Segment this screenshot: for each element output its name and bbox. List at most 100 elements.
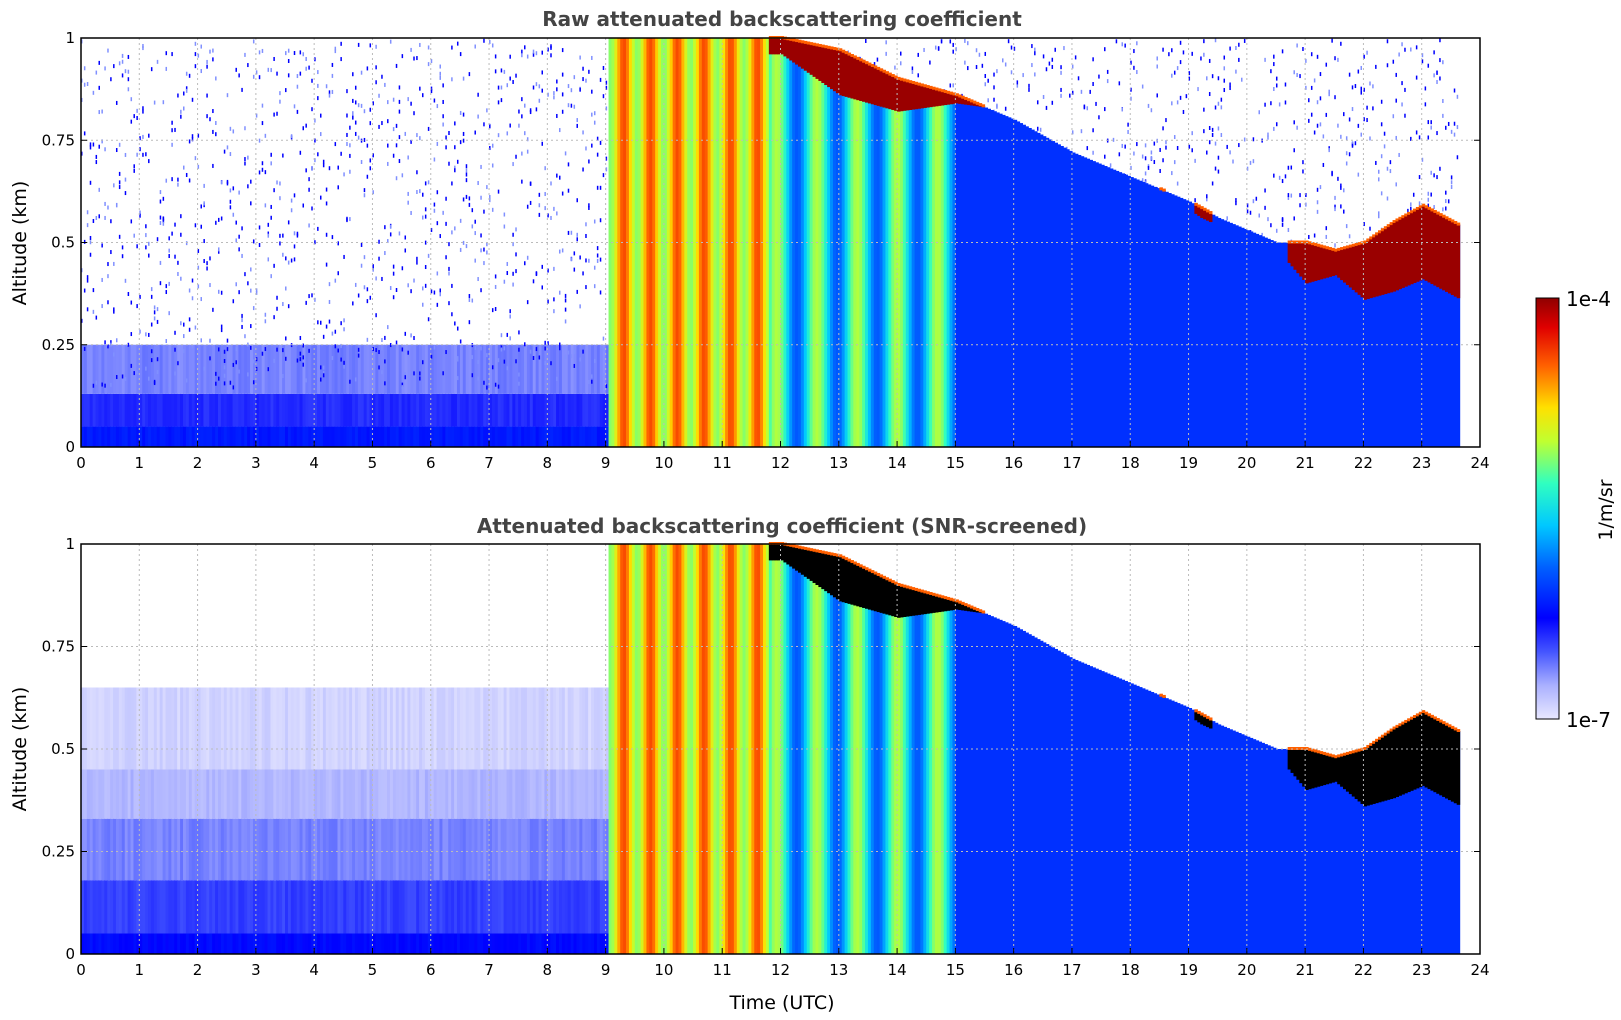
- noise-pixel: [427, 317, 430, 322]
- heatmap-cell: [567, 393, 572, 427]
- noise-pixel: [255, 113, 258, 118]
- noise-pixel: [591, 89, 593, 94]
- heatmap-column: [1165, 191, 1169, 447]
- low-signal-layers: [81, 687, 610, 954]
- noise-pixel: [325, 187, 328, 192]
- noise-pixel: [148, 253, 150, 258]
- noise-pixel: [899, 51, 902, 56]
- heatmap-column: [617, 38, 621, 447]
- heatmap-cell: [541, 344, 546, 394]
- heatmap-cell: [177, 687, 181, 770]
- heatmap-cell: [526, 687, 531, 770]
- heatmap-column: [1430, 210, 1434, 447]
- noise-pixel: [1325, 112, 1328, 117]
- noise-pixel: [596, 258, 599, 263]
- cloud-edge: [1200, 206, 1204, 210]
- noise-pixel: [483, 261, 485, 266]
- noise-pixel: [407, 200, 409, 205]
- noise-pixel: [576, 123, 578, 128]
- noise-pixel: [1351, 107, 1354, 112]
- heatmap-cell: [384, 344, 388, 394]
- heatmap-cell: [419, 818, 423, 881]
- heatmap-column: [1375, 234, 1379, 447]
- noise-pixel: [206, 114, 208, 119]
- heatmap-cell: [177, 880, 181, 934]
- heatmap-column: [1165, 698, 1169, 954]
- heatmap-column: [1436, 719, 1440, 954]
- noise-pixel: [1188, 76, 1191, 81]
- noise-pixel: [267, 233, 270, 238]
- heatmap-cell: [252, 426, 257, 447]
- heatmap-cell: [299, 344, 304, 394]
- noise-pixel: [1156, 138, 1158, 143]
- noise-pixel: [544, 192, 546, 197]
- noise-pixel: [89, 240, 92, 245]
- heatmap-cell: [156, 880, 161, 934]
- heatmap-cell: [104, 393, 108, 427]
- noise-pixel: [433, 98, 436, 103]
- heatmap-cell: [81, 393, 85, 427]
- cloud-edge: [1328, 753, 1332, 757]
- cloud-edge: [1410, 210, 1414, 214]
- heatmap-cell: [430, 933, 435, 954]
- heatmap-cell: [159, 880, 164, 934]
- noise-pixel: [1386, 39, 1389, 44]
- heatmap-cell: [588, 426, 592, 447]
- heatmap-cell: [302, 818, 307, 881]
- noise-pixel: [372, 153, 374, 158]
- heatmap-column: [678, 38, 683, 447]
- heatmap-column: [1130, 683, 1134, 954]
- cloud-cell: [812, 550, 817, 583]
- noise-pixel: [1273, 126, 1275, 131]
- noise-pixel: [86, 210, 89, 215]
- heatmap-cell: [241, 344, 245, 394]
- noise-pixel: [526, 300, 529, 305]
- heatmap-column: [1063, 147, 1067, 447]
- cloud-cell: [1194, 711, 1198, 721]
- heatmap-cell: [439, 880, 444, 934]
- heatmap-cell: [346, 769, 350, 819]
- noise-pixel: [1421, 59, 1424, 64]
- cloud-cell: [917, 84, 921, 109]
- heatmap-column: [751, 38, 755, 447]
- heatmap-cell: [354, 818, 359, 881]
- noise-pixel: [1168, 52, 1170, 57]
- noise-pixel: [427, 253, 430, 258]
- noise-pixel: [1203, 39, 1205, 44]
- noise-pixel: [462, 76, 465, 81]
- noise-pixel: [142, 134, 144, 139]
- heatmap-cell: [287, 426, 292, 447]
- noise-pixel: [550, 44, 552, 49]
- heatmap-cell: [188, 818, 193, 881]
- heatmap-cell: [276, 426, 280, 447]
- heatmap-cell: [127, 769, 132, 819]
- heatmap-cell: [252, 933, 257, 954]
- heatmap-cell: [145, 344, 149, 394]
- heatmap-cell: [232, 344, 237, 394]
- heatmap-column: [961, 97, 965, 448]
- noise-pixel: [241, 253, 243, 258]
- noise-pixel: [1028, 87, 1030, 92]
- cloud-cell: [1398, 218, 1402, 290]
- cloud-cell: [1305, 242, 1309, 284]
- noise-pixel: [337, 185, 339, 190]
- cloud-cell: [929, 87, 933, 108]
- noise-pixel: [319, 195, 322, 200]
- noise-pixel: [448, 161, 450, 166]
- noise-pixel: [1430, 125, 1432, 130]
- noise-pixel: [1165, 118, 1167, 123]
- heatmap-column: [1106, 167, 1111, 447]
- heatmap-cell: [573, 880, 578, 934]
- noise-pixel: [124, 177, 127, 182]
- noise-pixel: [127, 87, 130, 92]
- cloud-edge: [1433, 209, 1437, 213]
- heatmap-cell: [369, 393, 374, 427]
- noise-pixel: [331, 356, 334, 361]
- heatmap-cell: [308, 426, 312, 447]
- noise-pixel: [422, 286, 424, 291]
- heatmap-cell: [506, 426, 511, 447]
- heatmap-cell: [363, 880, 368, 934]
- heatmap-column: [1083, 157, 1088, 448]
- heatmap-column: [1071, 658, 1076, 954]
- heatmap-column: [1121, 679, 1126, 954]
